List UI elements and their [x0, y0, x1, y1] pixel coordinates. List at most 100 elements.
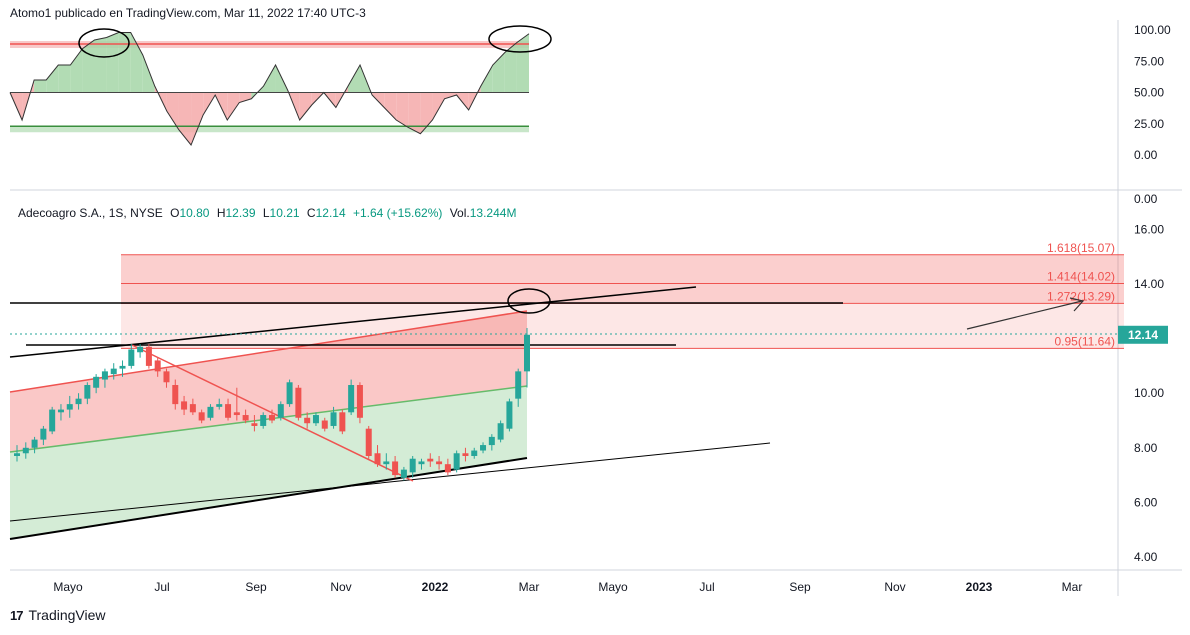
legend-symbol: Adecoagro S.A., 1S, NYSE	[18, 206, 163, 220]
oscillator-area-segment	[263, 65, 276, 93]
fib-zone-upper	[121, 254, 1124, 304]
time-xtick-label: Jul	[154, 580, 169, 594]
candle-body	[365, 428, 372, 456]
legend-open-label: O	[170, 206, 180, 220]
last-price-badge	[1118, 325, 1168, 344]
candle-body	[31, 439, 38, 448]
fib-level-label: 1.618(15.07)	[1047, 241, 1115, 255]
oscillator-area-segment	[480, 65, 493, 93]
oscillator-area-segment	[347, 65, 361, 93]
candle-body	[260, 415, 267, 426]
highlight-ellipse-osc-left	[78, 28, 130, 58]
oscillator-area-segment	[239, 92, 252, 103]
oscillator-area-segment	[299, 92, 312, 120]
candle-body	[145, 346, 152, 366]
time-xtick-label: 2023	[966, 580, 993, 594]
channel-lower-line	[9, 457, 528, 540]
oversold-band	[10, 126, 529, 133]
candle-body	[418, 461, 425, 465]
candle-body	[269, 415, 275, 421]
candle-body	[172, 385, 179, 405]
candle-body	[506, 401, 513, 429]
candle-body	[14, 453, 20, 456]
candle-body	[295, 387, 302, 418]
long-support-line	[9, 442, 771, 522]
candle-body	[436, 461, 443, 465]
price-ytick-label: 16.00	[1134, 222, 1164, 236]
oscillator-area-segment	[396, 92, 409, 128]
fib-level-label: 1.272(13.29)	[1047, 289, 1115, 303]
candle-body	[101, 371, 108, 380]
oscillator-area-segment	[34, 80, 47, 93]
time-xtick-label: Sep	[789, 580, 811, 594]
oscillator-area-segment	[94, 37, 107, 93]
oscillator-area-segment	[58, 65, 71, 93]
price-ytick-label-clipped: 0.00	[1134, 192, 1158, 206]
candle-body	[84, 385, 91, 399]
time-xtick-label: Jul	[699, 580, 714, 594]
candle-body	[154, 360, 161, 372]
candle-body	[304, 417, 311, 424]
channel-mid-line	[9, 385, 528, 453]
candle-body	[383, 461, 390, 465]
highlight-ellipse-osc-right	[488, 25, 552, 53]
candle-body	[233, 412, 240, 416]
oscillator-area-segment	[130, 32, 143, 93]
oscillator-area-segment	[227, 92, 240, 120]
oscillator-area-segment	[384, 92, 397, 120]
candle-body	[321, 420, 328, 429]
candle-body	[40, 428, 47, 440]
fib-level-label: 0.95(11.64)	[1055, 334, 1116, 348]
candle-body	[163, 371, 170, 383]
candle-body	[128, 349, 135, 366]
candle-body	[66, 404, 73, 410]
osc-ytick-label: 0.00	[1134, 148, 1158, 162]
time-xtick-label: Mar	[519, 580, 540, 594]
tradingview-footer[interactable]: 17 TradingView	[10, 607, 106, 623]
candle-body	[216, 404, 223, 407]
legend-low: 10.21	[269, 206, 300, 220]
oscillator-line	[9, 32, 530, 146]
publish-header: Atomo1 publicado en TradingView.com, Mar…	[10, 6, 366, 20]
legend-vol-label: Vol.	[449, 206, 470, 220]
candle-body	[524, 334, 530, 372]
projection-arrow-head-icon	[1069, 297, 1085, 312]
oscillator-area-segment	[106, 32, 119, 93]
oscillator-area-segment	[420, 92, 433, 134]
candle-body	[330, 412, 337, 426]
projection-arrow-line	[966, 300, 1083, 330]
price-ytick-label: 10.00	[1134, 386, 1164, 400]
candle-body	[480, 445, 487, 451]
candle-body	[356, 385, 363, 418]
candle-body	[453, 453, 460, 470]
candle-body	[348, 385, 355, 413]
time-xtick-label: Mayo	[598, 580, 628, 594]
time-xtick-label: Nov	[330, 580, 351, 594]
legend-high-label: H	[216, 206, 226, 220]
candle-body	[409, 458, 416, 473]
candle-body	[49, 409, 56, 432]
oscillator-area-segment	[504, 42, 517, 93]
legend-open: 10.80	[179, 206, 210, 220]
candle-body	[242, 415, 249, 421]
channel-upper-fill	[10, 311, 527, 452]
oscillator-area-segment	[142, 55, 155, 93]
oscillator-area-segment	[408, 92, 421, 134]
price-ytick-label: 4.00	[1134, 550, 1158, 564]
oscillator-area-segment	[178, 92, 192, 145]
time-xtick-label: Mayo	[53, 580, 83, 594]
candle-body	[251, 423, 258, 426]
time-xtick-label: Nov	[884, 580, 905, 594]
candle-body	[181, 401, 188, 410]
candle-body	[22, 447, 29, 454]
candle-body	[427, 458, 434, 462]
oscillator-area-segment	[516, 33, 529, 93]
tradingview-logo-icon: 17	[10, 607, 24, 623]
oscillator-area-segment	[46, 65, 59, 93]
legend-vol: 13.244M	[469, 206, 517, 220]
oscillator-area-segment	[444, 92, 457, 99]
legend-close-label: C	[306, 206, 316, 220]
fib-zone-lower	[121, 303, 1124, 349]
candle-body	[471, 450, 478, 456]
